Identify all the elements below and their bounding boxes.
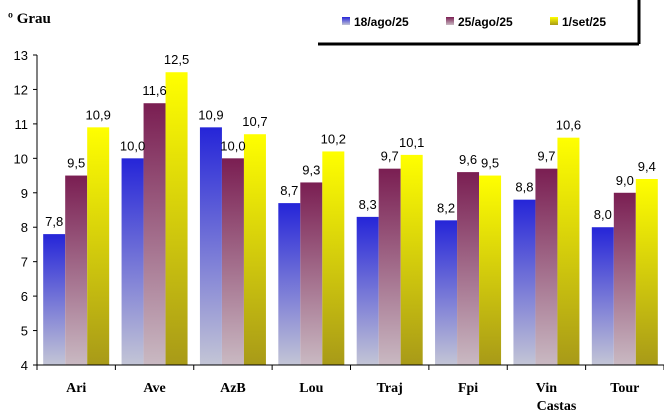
bar-azb-1-set-25	[243, 134, 266, 365]
data-label-traj-25-ago-25: 9,7	[381, 149, 399, 164]
data-label-tour-18-ago-25: 8,0	[594, 207, 612, 222]
y-tick-label: 9	[21, 186, 28, 201]
y-tick-label: 13	[14, 48, 28, 63]
data-label-ave-18-ago-25: 10,0	[120, 138, 145, 153]
data-label-ave-25-ago-25: 11,6	[142, 83, 166, 98]
y-tick-label: 6	[21, 289, 28, 304]
bar-fpi-18-ago-25	[435, 220, 458, 365]
axes	[36, 55, 664, 370]
legend-label-25-ago-25: 25/ago/25	[458, 15, 513, 29]
data-label-fpi-1-set-25: 9,5	[481, 156, 499, 171]
data-label-ari-25-ago-25: 9,5	[67, 156, 85, 171]
bar-azb-25-ago-25	[221, 158, 244, 365]
x-tick-label-tour: Tour	[610, 381, 639, 396]
bar-ari-25-ago-25	[65, 175, 88, 365]
bar-lou-25-ago-25	[300, 182, 323, 365]
legend-swatch-18-ago-25	[342, 17, 350, 25]
x-tick-label-ari: Ari	[66, 381, 86, 396]
y-tick-label: 8	[21, 220, 28, 235]
bar-azb-18-ago-25	[199, 127, 222, 365]
bar-ave-1-set-25	[165, 72, 188, 365]
data-label-traj-18-ago-25: 8,3	[359, 197, 377, 212]
legend-label-1-set-25: 1/set/25	[562, 15, 606, 29]
data-label-lou-18-ago-25: 8,7	[280, 183, 298, 198]
y-axis-ticks: 4 5 6 7 8 9 10 11 12 13	[14, 48, 37, 373]
bar-ari-1-set-25	[87, 127, 110, 365]
y-tick-label: 10	[14, 151, 28, 166]
bar-lou-18-ago-25	[278, 203, 301, 365]
bar-fpi-25-ago-25	[457, 172, 480, 365]
bar-vin-castas-18-ago-25	[513, 199, 536, 365]
x-tick-label-vin-castas: Vin Castas	[536, 381, 577, 414]
bar-vin-castas-25-ago-25	[535, 168, 558, 365]
data-label-fpi-18-ago-25: 8,2	[437, 200, 455, 215]
data-label-ari-1-set-25: 10,9	[86, 107, 111, 122]
bar-tour-18-ago-25	[591, 227, 614, 365]
bar-ari-18-ago-25	[43, 234, 66, 365]
data-label-vin-castas-18-ago-25: 8,8	[515, 180, 533, 195]
bar-tour-1-set-25	[635, 179, 658, 365]
bar-fpi-1-set-25	[479, 175, 502, 365]
y-tick-label: 7	[21, 255, 28, 270]
data-label-vin-castas-1-set-25: 10,6	[556, 118, 581, 133]
data-label-fpi-25-ago-25: 9,6	[459, 152, 477, 167]
legend-swatch-25-ago-25	[446, 17, 454, 25]
x-tick-label-lou: Lou	[299, 381, 323, 396]
x-tick-label-traj: Traj	[377, 381, 403, 396]
data-label-traj-1-set-25: 10,1	[399, 135, 424, 150]
legend-swatch-1-set-25	[550, 17, 558, 25]
bar-traj-1-set-25	[400, 154, 423, 365]
data-label-tour-1-set-25: 9,4	[638, 159, 656, 174]
bar-lou-1-set-25	[322, 151, 345, 365]
legend-label-18-ago-25: 18/ago/25	[354, 15, 409, 29]
bar-ave-18-ago-25	[121, 158, 144, 365]
data-label-lou-1-set-25: 10,2	[321, 131, 346, 146]
bar-traj-18-ago-25	[356, 216, 379, 365]
data-label-azb-25-ago-25: 10,0	[220, 138, 245, 153]
y-tick-label: 5	[21, 324, 28, 339]
x-tick-label-azb: AzB	[220, 381, 246, 396]
y-tick-label: 12	[14, 82, 28, 97]
y-tick-label: 11	[15, 117, 29, 132]
bar-traj-25-ago-25	[378, 168, 401, 365]
bar-tour-25-ago-25	[613, 192, 636, 365]
bar-ave-25-ago-25	[143, 103, 166, 365]
data-label-ari-18-ago-25: 7,8	[45, 214, 63, 229]
data-labels: 7,8 9,5 10,9 10,0 11,6 12,5 10,9 10,0 10,7 8,7 9,3…	[45, 52, 656, 229]
data-label-lou-25-ago-25: 9,3	[302, 162, 320, 177]
x-axis-ticks: Ari Ave AzB Lou Traj Fpi Vin Castas Tour	[66, 381, 639, 414]
data-label-azb-18-ago-25: 10,9	[198, 107, 223, 122]
y-tick-label: 4	[21, 358, 28, 373]
x-tick-label-fpi: Fpi	[458, 381, 478, 396]
data-label-ave-1-set-25: 12,5	[164, 52, 189, 67]
data-label-tour-25-ago-25: 9,0	[616, 173, 634, 188]
y-axis-label: º Grau	[8, 11, 51, 27]
bar-series	[43, 72, 658, 365]
x-tick-label-ave: Ave	[143, 381, 165, 396]
data-label-vin-castas-25-ago-25: 9,7	[537, 149, 555, 164]
data-label-azb-1-set-25: 10,7	[242, 114, 267, 129]
bar-vin-castas-1-set-25	[557, 137, 580, 365]
legend: 18/ago/25 25/ago/25 1/set/25	[318, 0, 641, 46]
